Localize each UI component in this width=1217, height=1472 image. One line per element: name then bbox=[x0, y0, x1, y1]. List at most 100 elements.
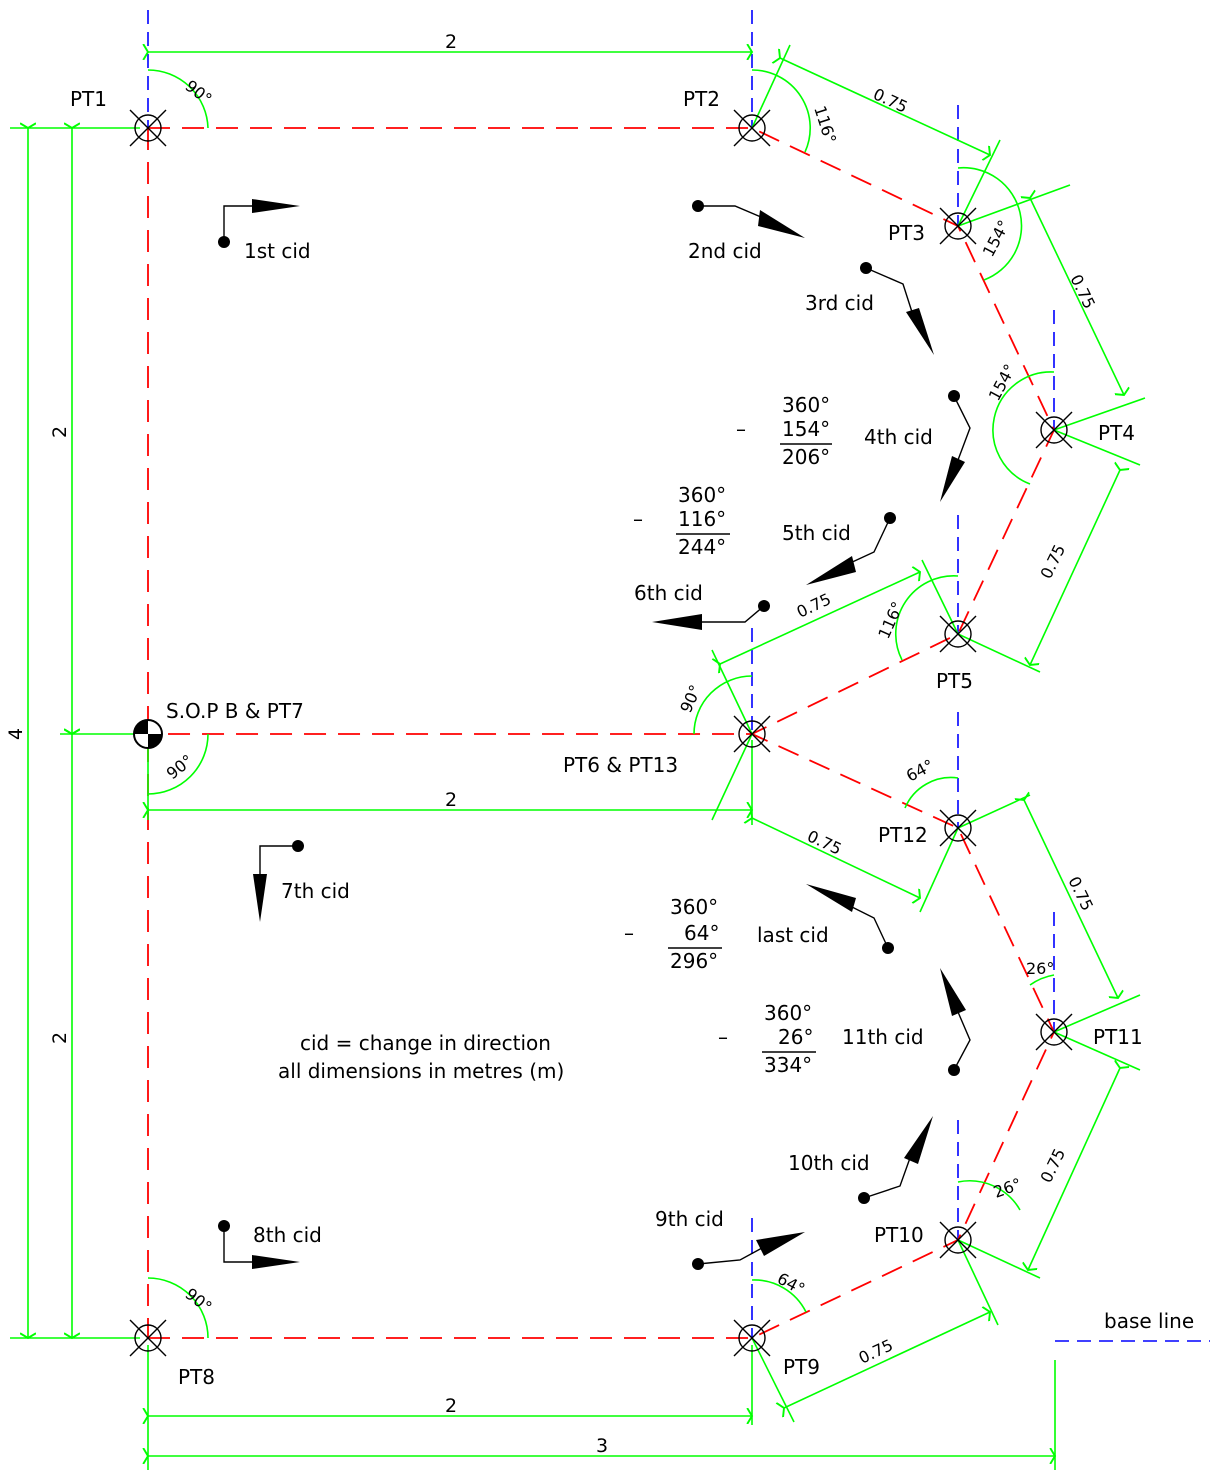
marker-pt11 bbox=[1035, 1013, 1073, 1051]
arrow-10th-cid bbox=[858, 1116, 933, 1204]
label-1st-cid: 1st cid bbox=[244, 239, 311, 263]
point-labels: PT1 PT2 PT3 PT4 PT5 PT6 & PT13 S.O.P B &… bbox=[70, 87, 1143, 1389]
dim-overall: 3 bbox=[596, 1435, 608, 1457]
label-pt8: PT8 bbox=[178, 1365, 215, 1389]
dim-top: 2 bbox=[445, 31, 457, 53]
dim-seg-pt11-pt10: 0.75 bbox=[1037, 1145, 1070, 1185]
arrow-1st-cid bbox=[218, 199, 300, 248]
calc-4th: – 360° 154° 206° bbox=[736, 393, 832, 469]
calc-11th: – 360° 26° 334° bbox=[718, 1001, 816, 1077]
svg-text:360°: 360° bbox=[764, 1001, 812, 1025]
angle-pt1: 90° bbox=[182, 76, 216, 108]
base-lines bbox=[147, 10, 1210, 1342]
label-pt6-pt13: PT6 & PT13 bbox=[563, 753, 678, 777]
marker-pt10 bbox=[939, 1221, 977, 1259]
marker-pt4 bbox=[1035, 411, 1073, 449]
dim-left-lower: 2 bbox=[49, 1032, 71, 1044]
survey-markers bbox=[129, 109, 1073, 1357]
angle-pt6: 90° bbox=[676, 682, 705, 716]
dim-left-upper: 2 bbox=[49, 426, 71, 438]
arrow-6th-cid bbox=[652, 600, 770, 630]
svg-text:360°: 360° bbox=[670, 895, 718, 919]
svg-text:334°: 334° bbox=[764, 1053, 812, 1077]
arrow-2nd-cid bbox=[692, 200, 805, 238]
label-7th-cid: 7th cid bbox=[281, 879, 350, 903]
calc-5th: – 360° 116° 244° bbox=[633, 483, 730, 559]
arrow-11th-cid bbox=[940, 968, 971, 1076]
notes: cid = change in direction all dimensions… bbox=[278, 1031, 1194, 1333]
label-pt2: PT2 bbox=[683, 87, 720, 111]
angle-arcs bbox=[147, 69, 1055, 1339]
note-units: all dimensions in metres (m) bbox=[278, 1059, 564, 1083]
arrow-9th-cid bbox=[692, 1232, 805, 1270]
dim-seg-pt3-pt4: 0.75 bbox=[1066, 271, 1099, 311]
dimension-lines bbox=[10, 45, 1146, 1470]
angle-pt9: 64° bbox=[774, 1269, 808, 1299]
arrow-3rd-cid bbox=[860, 262, 934, 355]
dim-seg-pt10-pt9: 0.75 bbox=[856, 1335, 896, 1367]
cid-labels: 1st cid 2nd cid 3rd cid 4th cid 5th cid … bbox=[244, 239, 933, 1247]
svg-text:296°: 296° bbox=[670, 949, 718, 973]
svg-text:360°: 360° bbox=[782, 393, 830, 417]
label-last-cid: last cid bbox=[757, 923, 829, 947]
dim-bottom: 2 bbox=[445, 1395, 457, 1417]
marker-sop-b bbox=[133, 719, 163, 749]
label-sop-pt7: S.O.P B & PT7 bbox=[166, 699, 304, 723]
dim-left-total: 4 bbox=[5, 728, 27, 740]
svg-text:64°: 64° bbox=[684, 921, 719, 945]
label-3rd-cid: 3rd cid bbox=[805, 291, 874, 315]
base-line-label: base line bbox=[1104, 1309, 1194, 1333]
label-pt11: PT11 bbox=[1093, 1025, 1143, 1049]
marker-pt5 bbox=[939, 615, 977, 653]
marker-pt8 bbox=[129, 1319, 167, 1357]
arrow-8th-cid bbox=[218, 1220, 300, 1269]
angle-pt5: 116° bbox=[874, 599, 907, 642]
svg-text:–: – bbox=[736, 417, 746, 441]
dim-seg-pt6-pt12: 0.75 bbox=[804, 826, 844, 858]
dim-mid: 2 bbox=[445, 789, 457, 811]
dim-seg-pt4-pt5: 0.75 bbox=[1037, 541, 1070, 581]
label-9th-cid: 9th cid bbox=[655, 1207, 724, 1231]
angle-pt3: 154° bbox=[979, 217, 1014, 260]
label-pt10: PT10 bbox=[874, 1223, 924, 1247]
svg-text:116°: 116° bbox=[678, 507, 726, 531]
arrow-last-cid bbox=[806, 884, 894, 954]
svg-text:360°: 360° bbox=[678, 483, 726, 507]
label-pt9: PT9 bbox=[783, 1355, 820, 1379]
label-2nd-cid: 2nd cid bbox=[688, 239, 762, 263]
angle-pt10: 26° bbox=[991, 1174, 1024, 1202]
marker-pt9 bbox=[733, 1319, 771, 1357]
arrow-4th-cid bbox=[940, 390, 971, 502]
direction-arrows bbox=[218, 199, 971, 1270]
label-pt3: PT3 bbox=[888, 221, 925, 245]
dimension-labels: 2 2 2 3 4 2 2 0.75 0.75 0.75 0.75 0.75 0… bbox=[5, 31, 1099, 1457]
angle-pt7: 90° bbox=[163, 751, 197, 783]
svg-text:26°: 26° bbox=[778, 1025, 813, 1049]
label-pt4: PT4 bbox=[1098, 421, 1135, 445]
svg-text:–: – bbox=[624, 921, 634, 945]
angle-pt4: 154° bbox=[985, 361, 1020, 404]
svg-text:154°: 154° bbox=[782, 417, 830, 441]
svg-text:206°: 206° bbox=[782, 445, 830, 469]
label-8th-cid: 8th cid bbox=[253, 1223, 322, 1247]
label-pt5: PT5 bbox=[936, 669, 973, 693]
dim-seg-pt2-pt3: 0.75 bbox=[870, 84, 910, 116]
arrow-5th-cid bbox=[806, 512, 896, 585]
angle-pt8: 90° bbox=[182, 1284, 216, 1316]
label-4th-cid: 4th cid bbox=[864, 425, 933, 449]
svg-text:244°: 244° bbox=[678, 535, 726, 559]
calc-last: – 360° 64° 296° bbox=[624, 895, 722, 973]
label-pt12: PT12 bbox=[878, 823, 928, 847]
note-cid: cid = change in direction bbox=[300, 1031, 551, 1055]
marker-pt1 bbox=[129, 109, 167, 147]
angle-pt2: 116° bbox=[810, 103, 840, 146]
label-5th-cid: 5th cid bbox=[782, 521, 851, 545]
svg-text:–: – bbox=[718, 1025, 728, 1049]
label-10th-cid: 10th cid bbox=[788, 1151, 870, 1175]
svg-text:–: – bbox=[633, 507, 643, 531]
label-11th-cid: 11th cid bbox=[842, 1025, 924, 1049]
arrow-7th-cid bbox=[253, 840, 304, 922]
dim-seg-pt5-pt6: 0.75 bbox=[794, 589, 834, 621]
marker-pt6 bbox=[733, 715, 771, 753]
